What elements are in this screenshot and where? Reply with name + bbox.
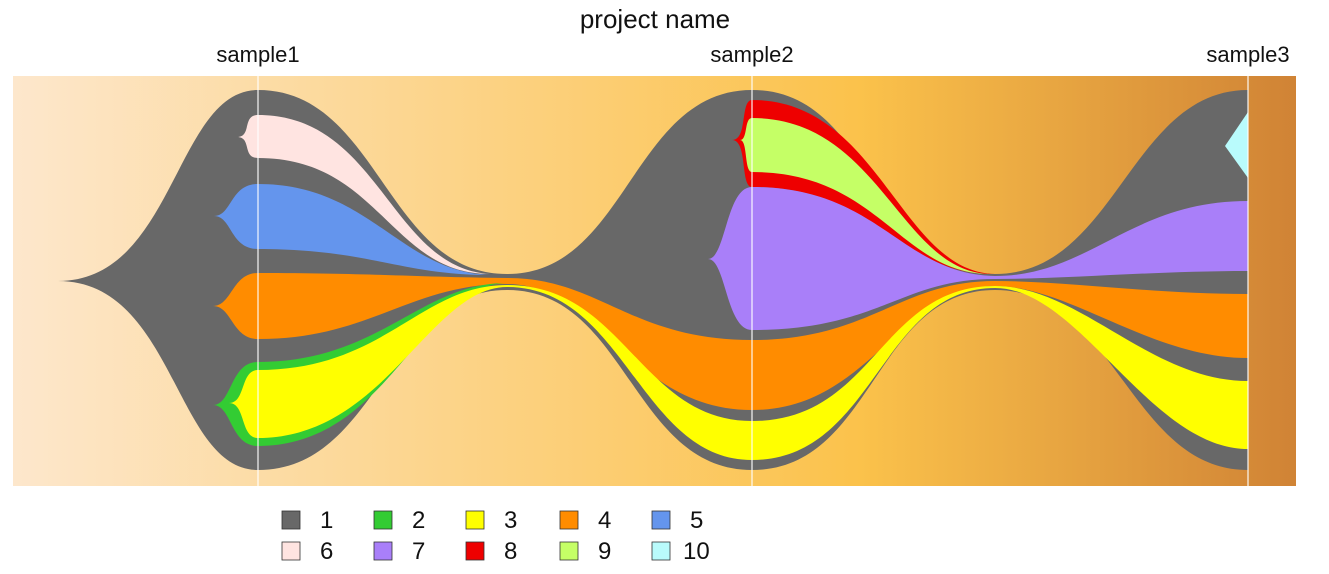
legend-swatch-3	[465, 510, 485, 530]
legend-label-5: 5	[690, 507, 703, 534]
chart-title: project name	[580, 4, 730, 34]
clone-3-shape	[229, 285, 1248, 460]
legend-swatch-7	[373, 541, 393, 561]
legend-swatch-4	[559, 510, 579, 530]
sample1-label: sample1	[216, 42, 299, 67]
legend-swatch-8	[465, 541, 485, 561]
legend-swatch-9	[559, 541, 579, 561]
legend-swatch-1	[281, 510, 301, 530]
sample3-label: sample3	[1206, 42, 1289, 67]
legend-swatch-2	[373, 510, 393, 530]
legend-label-2: 2	[412, 507, 425, 534]
clone-5-shape	[214, 184, 490, 275]
legend-label-4: 4	[598, 507, 611, 534]
legend-label-3: 3	[504, 507, 517, 534]
legend-label-8: 8	[504, 538, 517, 565]
legend-label-7: 7	[412, 538, 425, 565]
legend-swatch-6	[281, 541, 301, 561]
legend-label-1: 1	[320, 507, 333, 534]
clone-6-shape	[237, 115, 490, 274]
clone-4-shape	[213, 273, 1248, 410]
sample-lines	[257, 76, 1249, 486]
legend-label-6: 6	[320, 538, 333, 565]
clone-9-shape	[740, 118, 990, 274]
clone-shapes	[58, 90, 1248, 470]
legend-label-9: 9	[598, 538, 611, 565]
clone-7-shape	[708, 187, 1248, 330]
legend-swatch-10	[651, 541, 671, 561]
legend-swatch-5	[651, 510, 671, 530]
legend-label-10: 10	[683, 538, 710, 565]
sample2-label: sample2	[710, 42, 793, 67]
legend: 1 2 3 4 5 6 7 8 9 10	[281, 507, 710, 565]
clone-10-shape	[1225, 112, 1248, 178]
